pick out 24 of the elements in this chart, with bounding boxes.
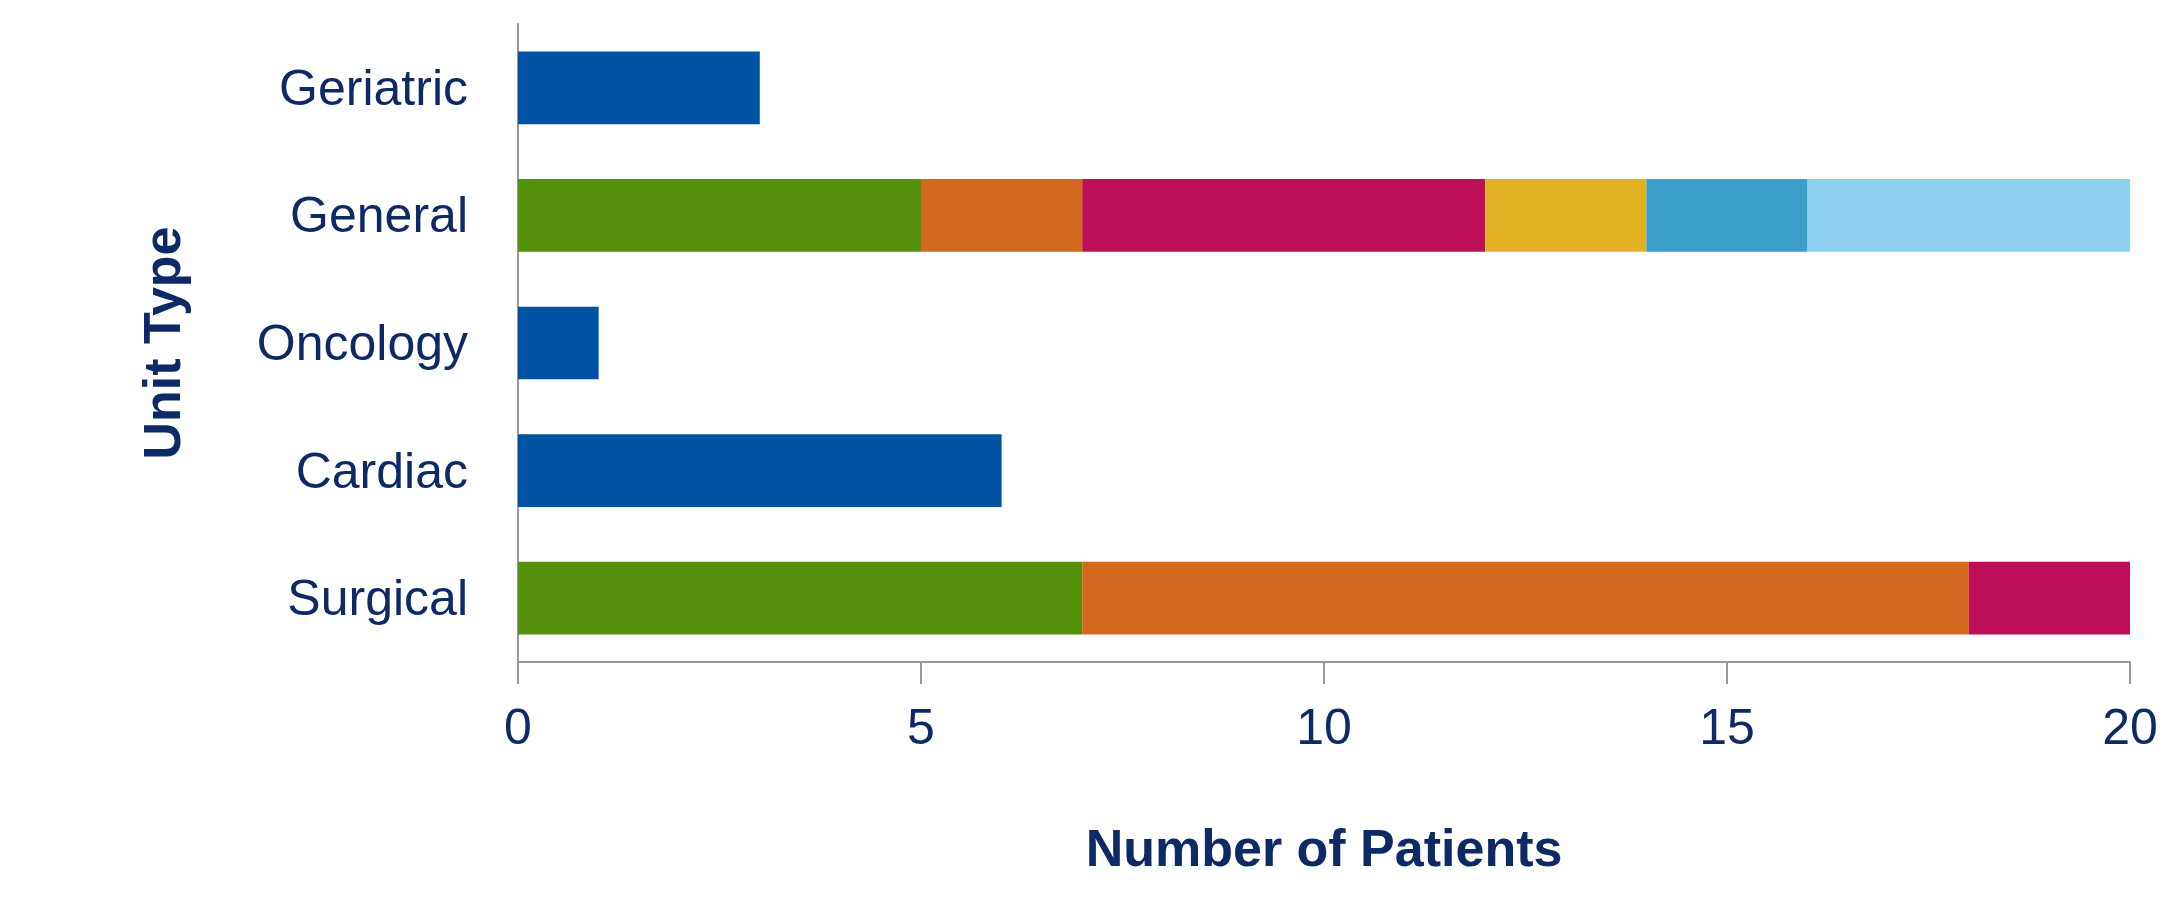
y-axis-title: Unit Type [133,226,191,460]
bar [1082,561,1969,635]
x-tick-label: 20 [2102,699,2158,755]
y-tick-label: Oncology [256,315,468,371]
bar [1485,179,1647,252]
x-tick-label: 10 [1296,699,1352,755]
x-tick-label: 5 [907,699,935,755]
bar [1082,179,1486,252]
x-tick-label: 15 [1699,699,1755,755]
y-tick-label: General [290,187,468,244]
y-tick-label: Geriatric [279,59,468,116]
bar [518,306,599,380]
y-tick-label: Cardiac [295,442,468,499]
bar [1807,179,2130,252]
bar [518,179,921,252]
x-axis-title: Number of Patients [1085,819,1563,877]
bar [921,179,1083,252]
bar [1646,179,1808,252]
x-tick-label: 0 [504,699,532,755]
bar [1968,561,2130,635]
bar [518,51,760,125]
bar [518,561,1083,635]
y-tick-label: Surgical [287,570,468,627]
bar [518,434,1002,507]
